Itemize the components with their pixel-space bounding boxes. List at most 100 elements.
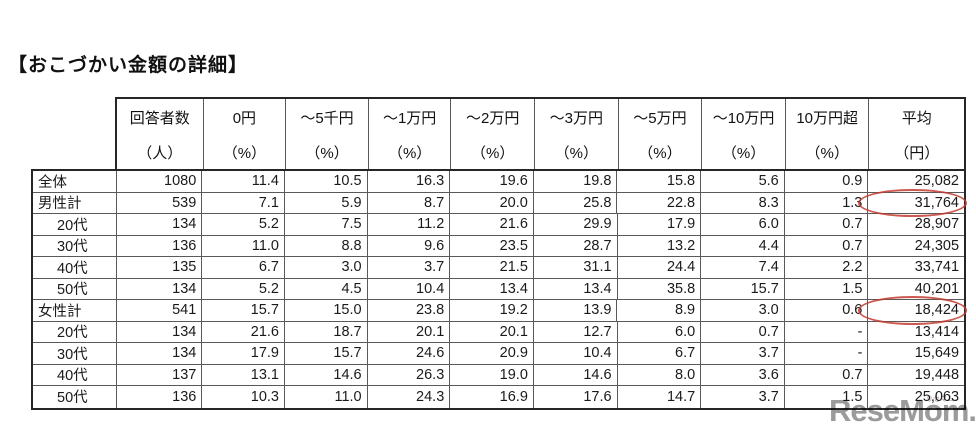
table-row: 40代 135 6.7 3.0 3.7 21.5 31.1 24.4 7.4 2.2 33,741 xyxy=(33,257,964,279)
table-cell: 25,063 xyxy=(914,388,960,405)
table-row: 50代 134 5.2 4.5 10.4 13.4 13.4 35.8 15.7 1.5 40,20… xyxy=(33,278,964,300)
red-highlight-circle xyxy=(858,188,967,217)
row-label: 30代 xyxy=(33,235,117,256)
table-cell: 28.7 xyxy=(534,235,618,256)
table-cell: 8.0 xyxy=(618,364,702,385)
column-header-line1: ～2万円 xyxy=(466,110,520,127)
table-row: 40代 137 13.1 14.6 26.3 19.0 14.6 8.0 3.6 0.7 19,44… xyxy=(33,364,964,386)
table-cell: 134 xyxy=(117,214,203,235)
table-cell: 20.0 xyxy=(450,192,534,213)
table-cell: 5.9 xyxy=(285,192,368,213)
table-cell: 28,907 xyxy=(914,216,960,233)
table-cell: 5.6 xyxy=(701,171,785,192)
table-cell: 8.7 xyxy=(368,192,451,213)
row-label: 40代 xyxy=(33,257,117,278)
table-row: 30代 134 17.9 15.7 24.6 20.9 10.4 6.7 3.7- 15,649 xyxy=(33,343,964,365)
table-cell: 24,305 xyxy=(914,237,960,254)
table-cell: 22.8 xyxy=(617,192,702,213)
table-cell: 3.7 xyxy=(701,386,785,408)
column-header: ～5千円 （%） xyxy=(285,99,368,169)
table-cell: 12.7 xyxy=(534,321,618,342)
table-cell: 19.6 xyxy=(450,171,534,192)
table-cell: 14.7 xyxy=(618,386,702,408)
column-header: ～2万円 （%） xyxy=(450,99,534,169)
table-cell: 11.0 xyxy=(285,386,368,408)
row-label: 50代 xyxy=(33,386,117,408)
column-header-line2: （%） xyxy=(222,145,267,162)
table-cell: 3.6 xyxy=(701,364,785,385)
table-cell: 539 xyxy=(117,192,203,213)
table-row: 男性計 539 7.1 5.9 8.7 20.0 25.8 22.8 8.3 1.3 31,764 xyxy=(33,188,967,217)
column-header-line1: 回答者数 xyxy=(129,110,190,127)
table-cell: 23.5 xyxy=(450,235,534,256)
table-cell: 1.5 xyxy=(785,386,869,408)
table-cell: 136 xyxy=(117,386,203,408)
row-label: 20代 xyxy=(33,321,117,342)
table-cell: 24.4 xyxy=(618,257,702,278)
table-cell: 19.0 xyxy=(450,364,534,385)
table-cell: 14.6 xyxy=(534,364,618,385)
table-cell: 13.4 xyxy=(534,278,618,299)
table-cell: 10.3 xyxy=(202,386,285,408)
table-cell: 31,764 xyxy=(858,188,967,217)
table-cell: 24.6 xyxy=(368,343,451,364)
table-cell: 3.0 xyxy=(285,257,368,278)
row-label: 男性計 xyxy=(33,192,117,213)
column-header-line1: 10万円超 xyxy=(796,110,858,127)
table-cell: 15,649 xyxy=(914,345,960,362)
table-cell: 26.3 xyxy=(368,364,451,385)
table-cell: 13,414 xyxy=(914,323,960,340)
table-cell: 136 xyxy=(117,235,203,256)
table-row: 女性計 541 15.7 15.0 23.8 19.2 13.9 8.9 3.0 0.6 18,42… xyxy=(33,296,967,325)
column-header: ～3万円 （%） xyxy=(534,99,618,169)
table-cell: 7.5 xyxy=(285,214,368,235)
table-cell: 15.7 xyxy=(202,300,285,321)
table-cell: 21.6 xyxy=(202,321,285,342)
table-cell: 0.7 xyxy=(785,214,869,235)
table-cell: 3.7 xyxy=(368,257,451,278)
column-header-line1: ～10万円 xyxy=(712,110,775,127)
column-header: ～10万円 （%） xyxy=(701,99,785,169)
column-header-line1: ～5万円 xyxy=(633,110,687,127)
table-cell: 33,741 xyxy=(914,259,960,276)
table-cell: 15.0 xyxy=(285,300,368,321)
table-cell: 31.1 xyxy=(534,257,618,278)
table-cell: 13.2 xyxy=(618,235,702,256)
table-cell: 137 xyxy=(117,364,203,385)
table-cell: 8.3 xyxy=(701,192,785,213)
table-body: 全体 1080 11.4 10.5 16.3 19.6 19.8 15.8 5.6 0.9 25,0… xyxy=(31,169,967,410)
watermark-ruby-text: リセマム xyxy=(926,396,954,403)
column-header-line2: （%） xyxy=(305,145,349,162)
row-label: 20代 xyxy=(33,214,117,235)
table-cell: 15.7 xyxy=(285,343,368,364)
table-cell: 6.0 xyxy=(618,321,702,342)
table-cell: 7.4 xyxy=(701,257,785,278)
table-cell: 134 xyxy=(117,278,203,299)
table-cell: 18.7 xyxy=(285,321,368,342)
table-row: 50代 136 10.3 11.0 24.3 16.9 17.6 14.7 3.7 1.5 25,0… xyxy=(33,386,964,408)
table-cell: 1.3 xyxy=(785,192,869,213)
table-cell: 13.9 xyxy=(534,300,618,321)
column-header: ～1万円 （%） xyxy=(367,99,451,169)
table-cell: 19,448 xyxy=(914,366,960,383)
column-header-line2: （%） xyxy=(721,145,766,162)
table-cell: 29.9 xyxy=(534,214,618,235)
table-cell: 21.6 xyxy=(450,214,534,235)
table-cell: 18,424 xyxy=(858,296,967,325)
table-cell: 11.0 xyxy=(202,235,285,256)
column-header: 10万円超 （%） xyxy=(784,99,869,169)
table-cell: 134 xyxy=(117,321,203,342)
table-cell: 5.2 xyxy=(202,278,285,299)
table-cell: 13.1 xyxy=(202,364,285,385)
table-cell: 8.8 xyxy=(285,235,368,256)
watermark-logo-text: ReseMom. xyxy=(828,393,976,428)
table-cell: 0.7 xyxy=(701,321,785,342)
table-row: 30代 136 11.0 8.8 9.6 23.5 28.7 13.2 4.4 0.7 24,305 xyxy=(33,235,964,257)
table-cell: 25,082 xyxy=(914,173,959,190)
red-highlight-circle xyxy=(858,296,967,325)
row-label: 40代 xyxy=(33,364,117,385)
allowance-detail-table: 回答者数 （人） 0円 （%） ～5千円 （%） ～1万円 （%） ～2万円 （%） ～3万円 （%）… xyxy=(31,97,967,410)
table-cell: 6.7 xyxy=(618,343,702,364)
table-cell: 17.9 xyxy=(202,343,285,364)
table-cell: 20.1 xyxy=(450,321,534,342)
